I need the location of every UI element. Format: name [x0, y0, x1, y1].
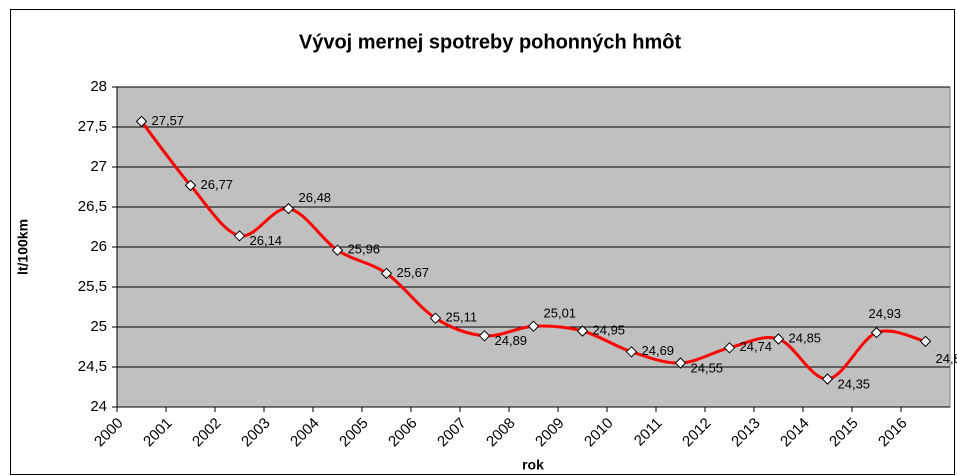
data-label: 24,69 [642, 343, 675, 358]
y-tick-label: 28 [90, 78, 107, 95]
data-point [282, 202, 295, 215]
data-point [527, 320, 540, 332]
y-tick-label: 27 [90, 158, 107, 175]
data-point [380, 267, 393, 280]
x-axis-title: rok [522, 457, 544, 473]
data-label: 27,57 [152, 113, 185, 128]
data-label: 26,77 [201, 177, 234, 192]
data-point [625, 346, 638, 358]
data-point [478, 330, 491, 342]
data-point [919, 335, 932, 348]
data-point [674, 357, 687, 369]
y-tick-label: 25,5 [78, 278, 107, 295]
data-label: 24,93 [869, 306, 902, 321]
data-point [723, 342, 736, 354]
data-label: 24,95 [593, 322, 626, 337]
data-point [429, 312, 442, 324]
data-label: 25,11 [446, 310, 478, 325]
data-label: 26,14 [250, 233, 283, 248]
data-label: 24,89 [495, 333, 528, 348]
data-label: 24,82 [936, 351, 957, 366]
y-tick-label: 25 [90, 318, 107, 335]
y-tick-label: 24,5 [78, 358, 107, 375]
data-label: 25,01 [544, 306, 577, 321]
data-point [772, 333, 785, 345]
y-tick-label: 27,5 [78, 118, 107, 135]
y-axis-title: lt/100km [15, 219, 31, 275]
data-point [331, 244, 344, 256]
y-tick-label: 24 [90, 398, 107, 415]
y-tick-label: 26 [90, 238, 107, 255]
data-label: 24,35 [838, 376, 871, 391]
data-label: 24,85 [789, 330, 822, 345]
y-tick-label: 26,5 [78, 198, 107, 215]
data-point [821, 373, 834, 385]
data-label: 26,48 [299, 190, 332, 205]
data-label: 25,96 [348, 242, 381, 257]
data-label: 25,67 [397, 265, 430, 280]
data-point [870, 326, 883, 339]
chart-title: Vývoj mernej spotreby pohonných hmôt [299, 31, 682, 53]
data-point [184, 179, 197, 192]
data-point [233, 230, 246, 242]
data-point [576, 325, 589, 337]
data-label: 24,55 [691, 360, 724, 375]
data-label: 24,74 [740, 339, 773, 354]
data-point [135, 115, 148, 128]
